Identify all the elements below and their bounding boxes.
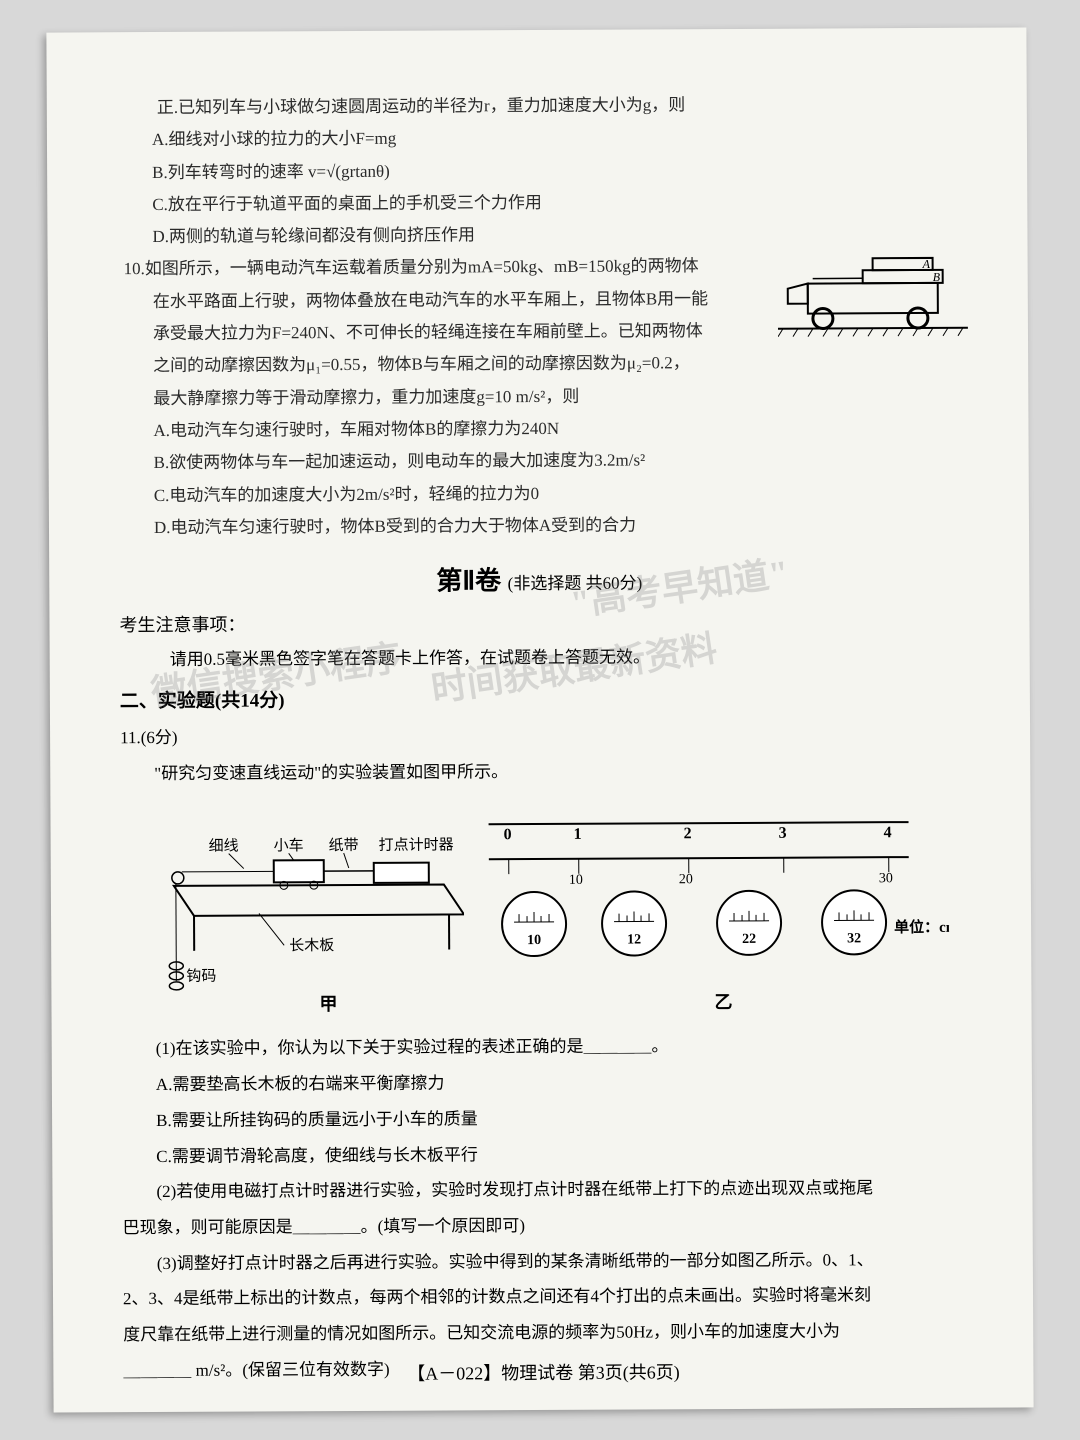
- svg-text:打点计时器: 打点计时器: [378, 837, 453, 854]
- section-2-subtitle: (非选择题 共60分): [508, 574, 643, 594]
- q11-sub1: (1)在该实验中，你认为以下关于实验过程的表述正确的是＿＿＿＿。: [122, 1027, 962, 1067]
- svg-text:4: 4: [883, 825, 891, 842]
- svg-text:单位：cm: 单位：cm: [894, 918, 949, 936]
- svg-text:3: 3: [778, 825, 786, 842]
- q9-option-a: A.细线对小球的拉力的大小F=mg: [152, 120, 957, 157]
- svg-text:B: B: [933, 270, 941, 284]
- svg-text:0: 0: [503, 827, 511, 844]
- page-footer: 【A－022】物理试卷 第3页(共6页): [53, 1356, 1033, 1387]
- q10-stem5: 最大静摩擦力等于滑动摩擦力，重力加速度g=10 m/s²，则: [153, 378, 958, 415]
- q11-A: A.需要垫高长木板的右端来平衡摩擦力: [122, 1063, 962, 1103]
- notice-title: 考生注意事项：: [119, 607, 959, 637]
- q11-num: 11.(6分): [120, 719, 960, 748]
- q9-stem: 正.已知列车与小球做匀速圆周运动的半径为r，重力加速度大小为g，则: [157, 88, 957, 124]
- q11-sub3b: 2、3、4是纸带上标出的计数点，每两个相邻的计数点之间还有4个打出的点未画出。实…: [123, 1277, 963, 1317]
- svg-text:纸带: 纸带: [328, 837, 358, 854]
- q10-option-a: A.电动汽车匀速行驶时，车厢对物体B的摩擦力为240N: [153, 411, 958, 448]
- svg-text:22: 22: [742, 932, 756, 947]
- svg-text:30: 30: [878, 872, 892, 887]
- q10-option-b: B.欲使两物体与车一起加速运动，则电动车的最大加速度为3.2m/s²: [154, 443, 959, 480]
- svg-text:32: 32: [847, 932, 861, 947]
- figure-jia: 细线 小车 纸带 打点计时器 长木板 钩码 甲: [133, 805, 464, 1022]
- part-2-title: 二、实验题(共14分): [120, 682, 960, 713]
- truck-diagram: A B: [778, 248, 968, 339]
- svg-text:12: 12: [627, 933, 641, 948]
- exam-page: 正.已知列车与小球做匀速圆周运动的半径为r，重力加速度大小为g，则 A.细线对小…: [46, 27, 1033, 1412]
- section-2-title: 第Ⅱ卷 (非选择题 共60分): [119, 558, 959, 599]
- figure-container: 细线 小车 纸带 打点计时器 长木板 钩码 甲 0 1: [120, 802, 961, 1021]
- q9-option-c: C.放在平行于轨道平面的桌面上的手机受三个力作用: [152, 185, 957, 222]
- q11-intro: "研究匀变速直线运动"的实验装置如图甲所示。: [120, 752, 960, 792]
- q10-option-c: C.电动汽车的加速度大小为2m/s²时，轻绳的拉力为0: [154, 475, 959, 512]
- q11-C: C.需要调节滑轮高度，使细线与长木板平行: [122, 1134, 962, 1174]
- q11-B: B.需要让所挂钩码的质量远小于小车的质量: [122, 1099, 962, 1139]
- svg-text:细线: 细线: [208, 838, 238, 855]
- svg-text:长木板: 长木板: [289, 937, 334, 955]
- svg-text:10: 10: [568, 873, 582, 888]
- svg-text:小车: 小车: [273, 838, 303, 855]
- svg-text:1: 1: [573, 826, 581, 843]
- section-2-main: 第Ⅱ卷: [436, 566, 501, 595]
- svg-text:10: 10: [527, 933, 541, 948]
- notice-text: 请用0.5毫米黑色签字笔在答题卡上作答，在试题卷上答题无效。: [170, 641, 960, 676]
- svg-text:A: A: [922, 257, 931, 271]
- q11-sub2b: 巴现象，则可能原因是＿＿＿＿。(填写一个原因即可): [123, 1206, 963, 1246]
- svg-text:乙: 乙: [714, 992, 732, 1012]
- svg-text:20: 20: [678, 873, 692, 888]
- q9-option-b: B.列车转弯时的速率 v=√(grtanθ): [152, 152, 957, 189]
- svg-text:甲: 甲: [319, 995, 337, 1015]
- q11-sub3c: 度尺靠在纸带上进行测量的情况如图所示。已知交流电源的频率为50Hz，则小车的加速…: [123, 1313, 963, 1353]
- q10-stem4: 之间的动摩擦因数为μ₁=0.55，物体B与车厢之间的动摩擦因数为μ₂=0.2，: [153, 346, 958, 383]
- q10-option-d: D.电动汽车匀速行驶时，物体B受到的合力大于物体A受到的合力: [154, 508, 959, 545]
- svg-text:2: 2: [683, 826, 691, 843]
- q11-sub2: (2)若使用电磁打点计时器进行实验，实验时发现打点计时器在纸带上打下的点迹出现双…: [122, 1170, 962, 1210]
- figure-yi: 0 1 2 3 4 10 20 30: [488, 802, 949, 1019]
- q11-sub3: (3)调整好打点计时器之后再进行实验。实验中得到的某条清晰纸带的一部分如图乙所示…: [123, 1241, 963, 1281]
- svg-text:钩码: 钩码: [186, 968, 216, 985]
